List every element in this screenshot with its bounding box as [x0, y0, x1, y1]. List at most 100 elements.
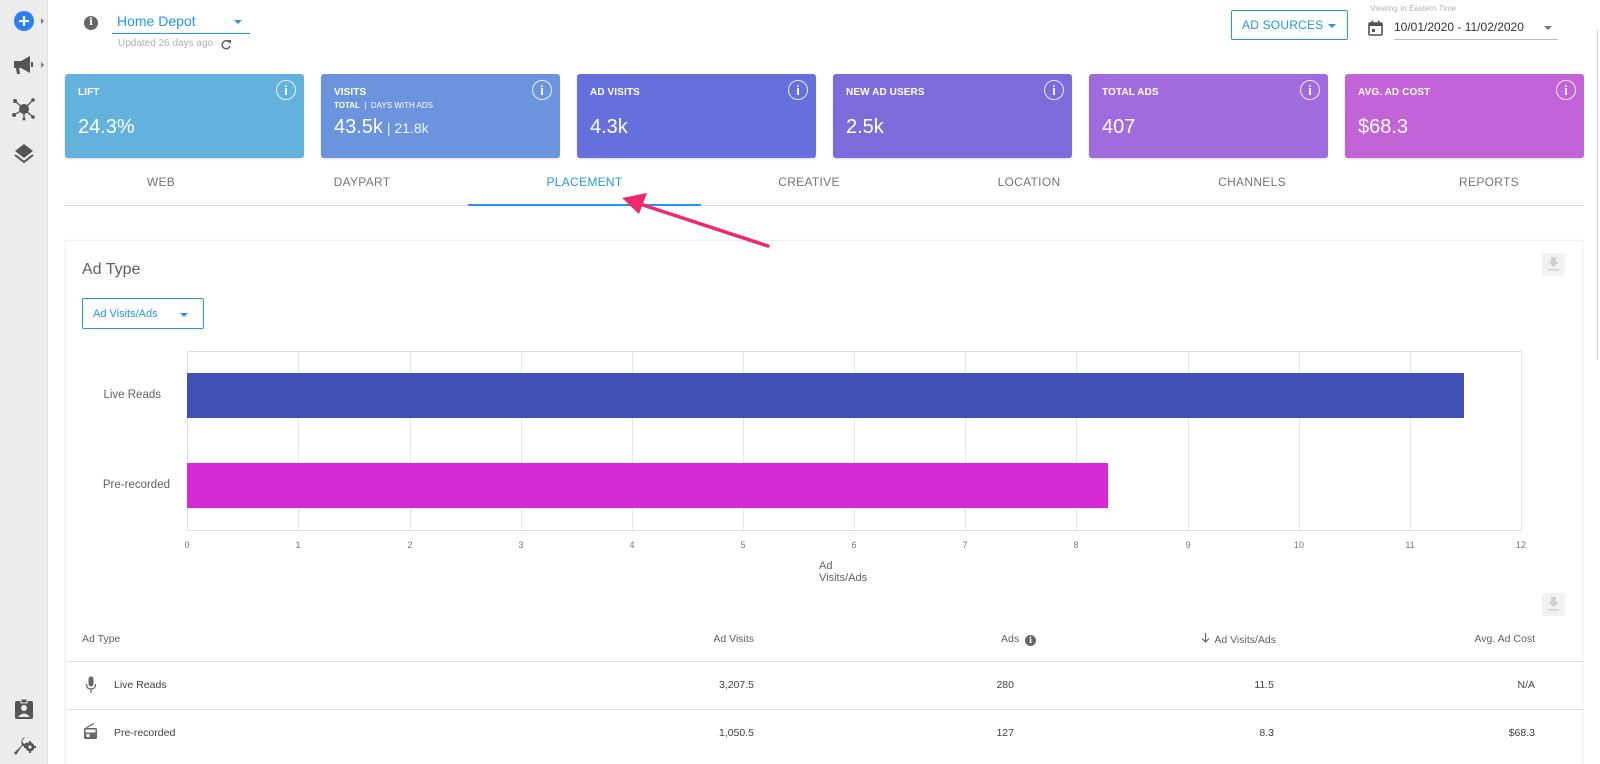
sidebar-item-campaigns[interactable]: [0, 48, 48, 82]
gridline: [854, 351, 855, 531]
kpi-sublabel-total: TOTAL: [334, 101, 360, 110]
y-tick-label: Live Reads: [103, 389, 161, 401]
tab-bar: WEB DAYPART PLACEMENT CREATIVE LOCATION …: [65, 172, 1583, 206]
tab-location[interactable]: LOCATION: [997, 175, 1061, 189]
tab-web[interactable]: WEB: [146, 175, 176, 189]
info-icon[interactable]: [1300, 80, 1320, 100]
chart-download-button[interactable]: [1542, 253, 1565, 276]
table-row[interactable]: Live Reads 3,207.5 280 11.5 N/A: [66, 661, 1584, 709]
sort-arrow-down-icon: [1201, 633, 1210, 646]
gridline: [1188, 351, 1189, 531]
radio-icon: [83, 722, 98, 745]
calendar-icon: [1368, 20, 1383, 41]
info-icon[interactable]: [276, 80, 296, 100]
column-header-ad-visits-per-ad[interactable]: Ad Visits/Ads: [1166, 633, 1276, 646]
cell-avg-ad-cost: $68.3: [1508, 727, 1535, 739]
x-tick-label: 6: [851, 540, 857, 550]
last-updated-text: Updated 26 days ago: [118, 38, 214, 49]
table-download-button[interactable]: [1542, 593, 1565, 616]
kpi-sublabel: TOTAL | DAYS WITH ADS: [334, 101, 433, 110]
chevron-down-icon: [234, 20, 242, 24]
gridline: [1521, 351, 1522, 531]
x-tick-label: 10: [1293, 540, 1304, 550]
sidebar-item-account[interactable]: [0, 692, 48, 726]
page-scrollbar[interactable]: [1597, 30, 1598, 360]
refresh-icon[interactable]: [220, 38, 232, 56]
gridline: [1299, 351, 1300, 531]
account-select[interactable]: Home Depot: [112, 8, 250, 34]
caret-right-icon: [41, 18, 44, 24]
column-header-ad-type[interactable]: Ad Type: [82, 633, 121, 645]
info-icon[interactable]: [532, 80, 552, 100]
info-icon[interactable]: i: [1025, 635, 1036, 646]
column-header-ad-visits-per-ad-label: Ad Visits/Ads: [1214, 634, 1276, 646]
kpi-value: 24.3%: [78, 116, 135, 138]
column-header-ad-visits[interactable]: Ad Visits: [713, 633, 754, 645]
x-tick-label: 1: [295, 540, 301, 550]
sidebar-item-settings[interactable]: [0, 728, 48, 762]
info-icon[interactable]: [1044, 80, 1064, 100]
account-info-icon[interactable]: i: [84, 16, 98, 30]
gridline: [965, 351, 966, 531]
x-tick-label: 5: [740, 540, 746, 550]
ad-sources-dropdown[interactable]: AD SOURCES: [1231, 10, 1348, 40]
badge-icon: [14, 698, 34, 720]
bar-pre-recorded[interactable]: [187, 463, 1108, 508]
microphone-icon: [85, 676, 97, 699]
metric-select-value: Ad Visits/Ads: [93, 308, 158, 320]
kpi-label: LIFT: [78, 87, 100, 98]
y-tick-label: Pre-recorded: [102, 479, 170, 491]
kpi-value: 2.5k: [846, 116, 884, 138]
network-hub-icon: [11, 97, 37, 121]
cell-ad-visits-per-ad: 8.3: [1259, 727, 1274, 739]
kpi-value: $68.3: [1358, 116, 1409, 138]
kpi-value-secondary: 21.8k: [394, 120, 429, 136]
x-tick-label: 11: [1405, 540, 1415, 550]
x-tick-label: 12: [1515, 540, 1526, 550]
cell-ads: 127: [996, 727, 1014, 739]
kpi-card-visits: VISITS TOTAL | DAYS WITH ADS 43.5k | 21.…: [321, 74, 560, 158]
layers-icon: [13, 142, 35, 164]
kpi-card-lift: LIFT 24.3%: [65, 74, 304, 158]
megaphone-icon: [12, 54, 36, 76]
bar-live-reads[interactable]: [187, 373, 1464, 418]
ad-sources-label: AD SOURCES: [1242, 18, 1324, 32]
kpi-card-ad-visits: AD VISITS 4.3k: [577, 74, 816, 158]
info-icon[interactable]: [788, 80, 808, 100]
date-range-select[interactable]: 10/01/2020 - 11/02/2020: [1394, 15, 1558, 40]
x-tick-label: 8: [1073, 540, 1079, 550]
gridline: [298, 351, 299, 531]
sidebar-item-add[interactable]: [0, 4, 48, 38]
column-header-avg-ad-cost[interactable]: Avg. Ad Cost: [1474, 633, 1535, 645]
sidebar-item-layers[interactable]: [0, 136, 48, 170]
x-tick-label: 7: [962, 540, 968, 550]
gridline: [521, 351, 522, 531]
tab-placement[interactable]: PLACEMENT: [468, 172, 701, 206]
date-range-value: 10/01/2020 - 11/02/2020: [1394, 20, 1524, 34]
cell-ad-visits: 3,207.5: [718, 679, 754, 691]
x-tick-label: 9: [1185, 540, 1191, 550]
kpi-value: 4.3k: [590, 116, 628, 138]
table-row[interactable]: Pre-recorded 1,050.5 127 8.3 $68.3: [66, 709, 1584, 757]
kpi-label: VISITS: [334, 87, 367, 98]
tab-channels[interactable]: CHANNELS: [1218, 175, 1286, 189]
sidebar-item-network[interactable]: [0, 92, 48, 126]
tab-reports[interactable]: REPORTS: [1459, 175, 1519, 189]
chevron-down-icon: [180, 313, 188, 317]
metric-select[interactable]: Ad Visits/Ads: [82, 298, 204, 329]
account-select-value: Home Depot: [117, 13, 196, 29]
kpi-sublabel-days: DAYS WITH ADS: [370, 101, 433, 110]
gridline: [410, 351, 411, 531]
tab-creative[interactable]: CREATIVE: [778, 175, 840, 189]
cell-ad-type: Pre-recorded: [114, 727, 176, 739]
left-nav-rail: [0, 0, 48, 764]
caret-right-icon: [41, 62, 44, 68]
tab-daypart[interactable]: DAYPART: [333, 175, 391, 189]
kpi-value: 407: [1102, 116, 1136, 138]
gridline: [632, 351, 633, 531]
panel-title: Ad Type: [82, 261, 141, 278]
column-header-ads[interactable]: Ads i: [946, 633, 1036, 646]
x-tick-label: 3: [518, 540, 524, 550]
kpi-label: TOTAL ADS: [1102, 87, 1159, 98]
info-icon[interactable]: [1556, 80, 1576, 100]
